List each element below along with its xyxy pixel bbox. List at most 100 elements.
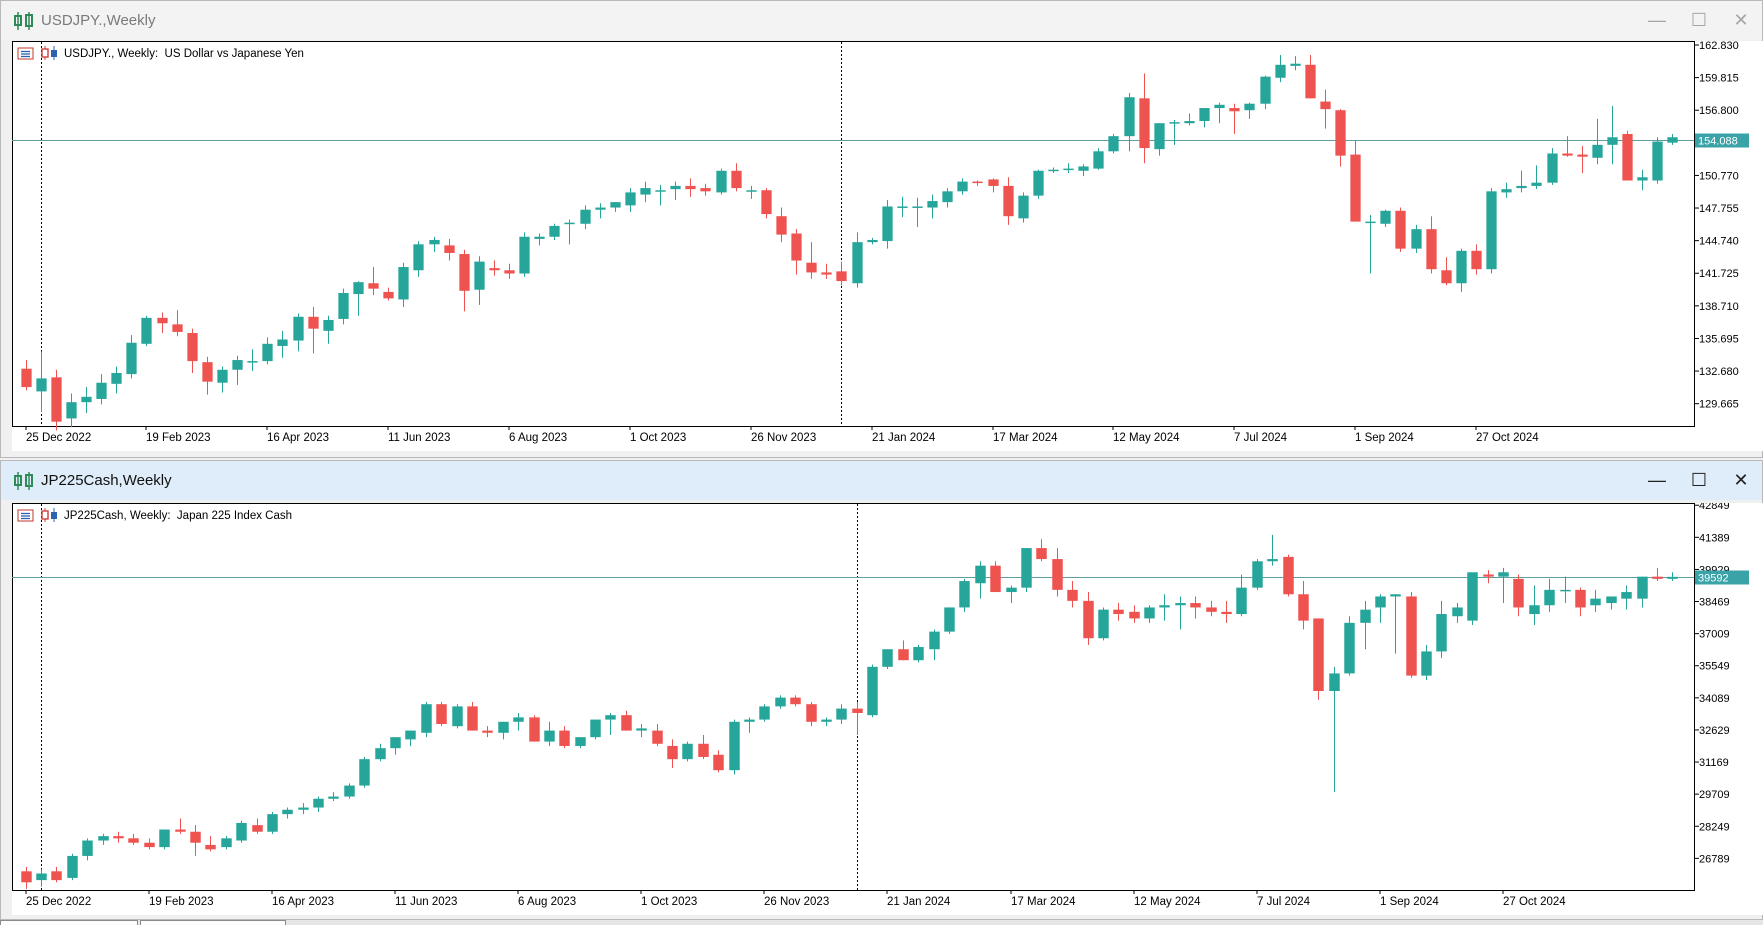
candle — [328, 792, 339, 801]
candle-body — [308, 316, 319, 329]
candle — [929, 629, 940, 661]
candle — [1129, 605, 1140, 623]
candle-body — [1098, 609, 1109, 639]
candle-body — [1456, 250, 1467, 284]
candle-body — [429, 239, 440, 245]
candle-body — [1411, 229, 1422, 249]
candle — [1516, 170, 1527, 193]
candle — [36, 351, 47, 412]
candle — [513, 712, 524, 731]
candle-body — [1452, 607, 1463, 617]
candle-body — [610, 202, 621, 208]
candle — [489, 260, 500, 276]
candle — [504, 263, 515, 279]
candle — [564, 219, 575, 245]
candle — [1036, 539, 1047, 562]
candle — [806, 242, 817, 279]
close-button[interactable]: ✕ — [1733, 470, 1749, 490]
candle-body — [359, 759, 370, 786]
candle — [1021, 548, 1032, 593]
candle — [959, 578, 970, 612]
maximize-button[interactable]: ☐ — [1690, 10, 1708, 30]
candle — [390, 737, 401, 755]
y-tick-label: 147.755 — [1699, 203, 1739, 215]
candle-body — [111, 373, 122, 384]
candle-body — [1154, 123, 1165, 150]
candle-body — [652, 730, 663, 744]
candle — [595, 203, 606, 219]
candle — [1592, 118, 1603, 165]
jp225-chart-window[interactable]: JP225Cash,Weekly — ☐ ✕ 42849 41389 39929 38… — [0, 460, 1763, 920]
candle-body — [474, 261, 485, 290]
minimize-button[interactable]: — — [1648, 470, 1666, 490]
maximize-button[interactable]: ☐ — [1690, 470, 1708, 490]
candle-body — [575, 737, 586, 746]
candle-body — [713, 754, 724, 771]
candle — [1190, 596, 1201, 619]
candle-body — [1344, 622, 1355, 674]
x-tick-label: 7 Jul 2024 — [1257, 896, 1311, 908]
candle — [267, 811, 278, 834]
candle-body — [761, 190, 772, 215]
x-tick-label: 25 Dec 2022 — [26, 432, 91, 444]
x-tick-label: 12 May 2024 — [1134, 896, 1201, 908]
candle — [1471, 244, 1482, 275]
chart-tab[interactable] — [140, 920, 286, 925]
y-tick-label: 138.710 — [1699, 301, 1739, 313]
candle-body — [988, 179, 999, 186]
jp225-candlestick-chart[interactable]: 4284941389399293846937009355493408932629… — [12, 503, 1763, 915]
candle-body — [128, 838, 139, 843]
candle — [1667, 572, 1678, 582]
candle-body — [1562, 153, 1573, 156]
close-button[interactable]: ✕ — [1733, 10, 1749, 30]
window-titlebar[interactable]: JP225Cash,Weekly — ☐ ✕ — [1, 461, 1762, 500]
candle-body — [1592, 144, 1603, 158]
candle-body — [590, 719, 601, 738]
candle-body — [1067, 589, 1078, 601]
candle-body — [746, 190, 757, 192]
candle — [398, 262, 409, 308]
candle — [636, 723, 647, 738]
candle-body — [398, 267, 409, 300]
candle — [852, 232, 863, 288]
candle — [625, 188, 636, 212]
x-tick-label: 17 Mar 2024 — [1011, 896, 1076, 908]
candle — [942, 188, 953, 208]
candle — [262, 337, 273, 365]
candle — [67, 853, 78, 881]
chart-area[interactable]: 162.830159.815156.800153.785150.770147.7… — [12, 41, 1763, 451]
chart-tab[interactable] — [0, 920, 138, 925]
candle-body — [544, 730, 555, 742]
y-tick-label: 29709 — [1699, 789, 1730, 801]
candle-body — [232, 360, 243, 370]
candle-body — [51, 377, 62, 422]
y-tick-label: 28249 — [1699, 821, 1730, 833]
candle-body — [1529, 605, 1540, 615]
candle-body — [595, 207, 606, 210]
candle — [126, 335, 137, 379]
chart-area[interactable]: 42849 41389 39929 38469 37009 35549 34089 32629… — [12, 503, 1763, 915]
candle-body — [685, 185, 696, 190]
candle-body — [436, 704, 447, 724]
x-tick-label: 21 Jan 2024 — [887, 896, 951, 908]
y-tick-label: 42849 — [1699, 503, 1730, 512]
candle — [1652, 567, 1663, 582]
y-tick-label: 141.725 — [1699, 268, 1739, 280]
window-titlebar[interactable]: USDJPY.,Weekly — ☐ ✕ — [1, 1, 1762, 40]
candle-body — [580, 209, 591, 224]
x-tick-label: 19 Feb 2023 — [149, 896, 214, 908]
candle — [1562, 136, 1573, 157]
candle — [852, 701, 863, 735]
x-tick-label: 12 May 2024 — [1113, 432, 1180, 444]
y-tick-label: 156.800 — [1699, 105, 1739, 117]
candle-body — [113, 836, 124, 839]
candle-body — [1516, 185, 1527, 189]
usdjpy-candlestick-chart[interactable]: 162.830159.815156.800153.785150.770147.7… — [12, 41, 1763, 451]
candle-body — [1267, 559, 1278, 562]
minimize-button[interactable]: — — [1648, 10, 1666, 30]
candle-body — [700, 188, 711, 192]
candle-body — [144, 842, 155, 848]
x-tick-label: 1 Sep 2024 — [1380, 896, 1439, 908]
candle-body — [205, 844, 216, 850]
usdjpy-chart-window[interactable]: USDJPY.,Weekly — ☐ ✕ 162.830 159.815 156.8… — [0, 0, 1763, 458]
